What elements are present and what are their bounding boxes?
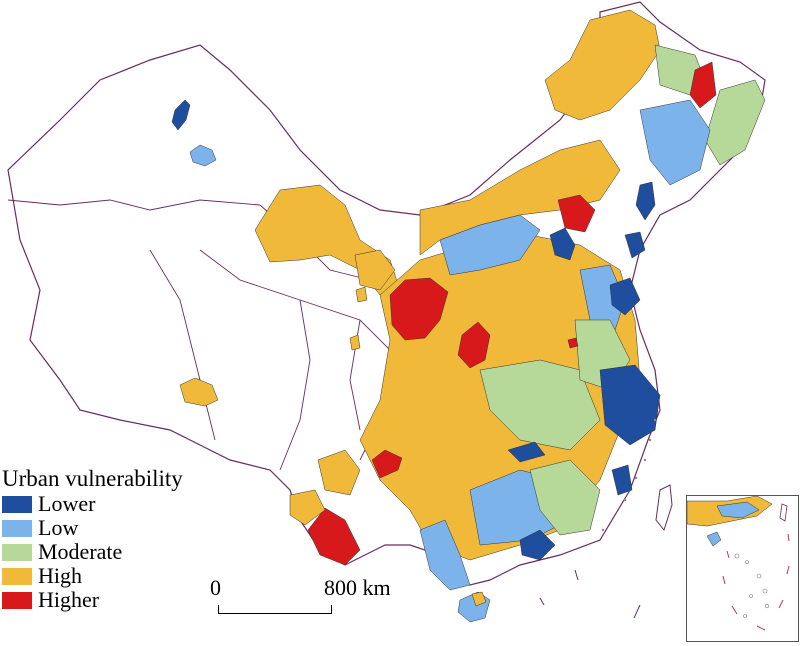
legend-swatch — [2, 519, 32, 537]
legend-label: Higher — [38, 587, 100, 612]
region-moderate-central — [479, 359, 601, 451]
region-low-hebei — [439, 214, 541, 276]
region-high-tibet — [179, 377, 219, 407]
inset-map — [686, 495, 790, 631]
region-lower-ne-coast — [635, 181, 656, 221]
region-higher-sichuan — [371, 449, 403, 479]
scale-start-label: 0 — [210, 575, 221, 600]
region-high-sw — [317, 449, 361, 496]
taiwan-outline — [655, 484, 673, 532]
province-boundaries — [7, 199, 401, 471]
region-low-east — [579, 264, 626, 331]
legend-item-higher: Higher — [2, 588, 183, 612]
scale-end-label: 800 km — [324, 575, 391, 600]
region-lower-guangdong — [519, 529, 556, 561]
region-lower-yangtze — [599, 364, 661, 446]
region-high-qinghai-east — [354, 249, 396, 291]
inset-coast-blue — [716, 501, 760, 519]
coastal-islands — [601, 418, 657, 532]
region-higher-tianjin — [557, 194, 596, 233]
region-low-sw — [419, 519, 471, 591]
inset-dashed-line — [722, 533, 790, 631]
legend-label: Lower — [38, 491, 96, 516]
region-lower-beijing — [549, 227, 576, 261]
region-high-small-qh2 — [349, 334, 361, 351]
region-higher-shaanxi — [457, 321, 491, 369]
south-china-sea-inset — [686, 495, 799, 642]
legend-label: Low — [38, 515, 79, 540]
legend-swatch — [2, 495, 32, 513]
scale-line — [218, 605, 332, 614]
legend-swatch — [2, 591, 32, 609]
inset-taiwan — [779, 503, 788, 522]
legend-title: Urban vulnerability — [2, 466, 183, 491]
region-higher-ningxia — [389, 277, 449, 341]
region-moderate-south — [529, 459, 601, 536]
region-lower-xj — [171, 99, 191, 131]
region-high-sw2 — [289, 489, 326, 526]
region-higher-ne — [689, 61, 717, 109]
legend-swatch — [2, 567, 32, 585]
region-lower-dalian — [624, 231, 646, 259]
region-higher-small — [567, 337, 579, 349]
region-low-ne — [639, 99, 711, 186]
scale-bar: 0 800 km — [210, 575, 430, 620]
legend-item-moderate: Moderate — [2, 540, 183, 564]
legend-item-high: High — [2, 564, 183, 588]
legend-item-lower: Lower — [2, 492, 183, 516]
region-lower-fujian — [611, 464, 633, 496]
inset-islands — [734, 553, 770, 618]
region-low-xj — [189, 144, 217, 167]
region-lower-wuhan — [507, 441, 546, 463]
region-high-hainan — [471, 591, 487, 607]
inset-hainan — [706, 531, 722, 547]
legend-item-low: Low — [2, 516, 183, 540]
legend-swatch — [2, 543, 32, 561]
legend-label: High — [38, 563, 82, 588]
region-higher-yunnan — [307, 507, 361, 566]
sea-boundary-lines — [539, 569, 641, 619]
region-lower-shandong — [609, 277, 641, 316]
legend-label: Moderate — [38, 539, 123, 564]
legend: Urban vulnerability Lower Low Moderate H… — [2, 466, 183, 612]
region-high-small-qh — [355, 286, 368, 303]
